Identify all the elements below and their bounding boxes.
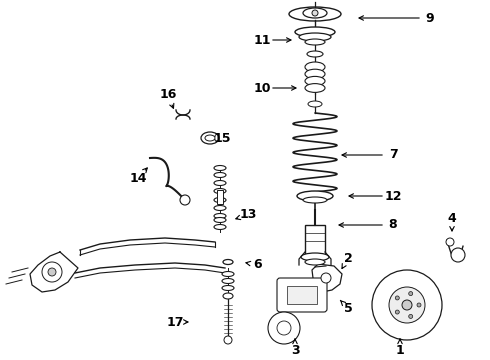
Text: 1: 1 bbox=[395, 343, 404, 356]
Ellipse shape bbox=[222, 271, 234, 276]
Ellipse shape bbox=[42, 262, 62, 282]
Ellipse shape bbox=[372, 270, 442, 340]
Ellipse shape bbox=[214, 225, 226, 230]
Ellipse shape bbox=[305, 69, 325, 79]
Ellipse shape bbox=[214, 189, 226, 194]
Text: 14: 14 bbox=[129, 171, 147, 184]
Ellipse shape bbox=[295, 27, 335, 37]
Ellipse shape bbox=[214, 217, 226, 222]
Ellipse shape bbox=[201, 132, 219, 144]
Bar bbox=[305, 225, 325, 257]
Ellipse shape bbox=[214, 206, 226, 211]
Text: 5: 5 bbox=[343, 302, 352, 315]
Ellipse shape bbox=[446, 238, 454, 246]
Ellipse shape bbox=[389, 287, 425, 323]
Text: 9: 9 bbox=[426, 12, 434, 24]
Ellipse shape bbox=[409, 292, 413, 296]
Bar bbox=[217, 190, 223, 204]
Ellipse shape bbox=[180, 195, 190, 205]
Ellipse shape bbox=[409, 314, 413, 318]
Text: 11: 11 bbox=[253, 33, 271, 46]
Ellipse shape bbox=[307, 51, 323, 57]
Text: 10: 10 bbox=[253, 81, 271, 94]
Text: 16: 16 bbox=[159, 89, 177, 102]
Ellipse shape bbox=[321, 273, 331, 283]
Ellipse shape bbox=[308, 101, 322, 107]
Ellipse shape bbox=[222, 285, 234, 291]
Ellipse shape bbox=[268, 312, 300, 344]
Ellipse shape bbox=[214, 166, 226, 171]
Ellipse shape bbox=[299, 33, 331, 41]
Ellipse shape bbox=[305, 76, 325, 86]
Text: 2: 2 bbox=[343, 252, 352, 265]
Text: 7: 7 bbox=[389, 148, 397, 162]
Ellipse shape bbox=[451, 248, 465, 262]
Ellipse shape bbox=[297, 191, 333, 201]
Ellipse shape bbox=[305, 39, 325, 45]
Text: 13: 13 bbox=[239, 208, 257, 221]
Ellipse shape bbox=[312, 10, 318, 16]
Text: 3: 3 bbox=[291, 343, 299, 356]
Bar bbox=[287, 286, 317, 304]
Ellipse shape bbox=[48, 268, 56, 276]
FancyBboxPatch shape bbox=[277, 278, 327, 312]
Ellipse shape bbox=[223, 293, 233, 299]
Ellipse shape bbox=[395, 296, 399, 300]
Text: 8: 8 bbox=[389, 219, 397, 231]
Ellipse shape bbox=[305, 259, 325, 265]
Ellipse shape bbox=[417, 303, 421, 307]
Ellipse shape bbox=[214, 180, 226, 185]
Text: 6: 6 bbox=[254, 258, 262, 271]
Text: 17: 17 bbox=[166, 315, 184, 328]
Ellipse shape bbox=[395, 310, 399, 314]
Ellipse shape bbox=[303, 8, 327, 18]
Ellipse shape bbox=[214, 213, 226, 219]
Ellipse shape bbox=[224, 336, 232, 344]
Text: 4: 4 bbox=[448, 211, 456, 225]
Ellipse shape bbox=[214, 172, 226, 177]
Ellipse shape bbox=[223, 260, 233, 265]
Ellipse shape bbox=[303, 197, 327, 203]
Text: 15: 15 bbox=[213, 131, 231, 144]
Ellipse shape bbox=[214, 198, 226, 202]
Text: 12: 12 bbox=[384, 189, 402, 202]
Ellipse shape bbox=[289, 7, 341, 21]
Ellipse shape bbox=[305, 84, 325, 93]
Ellipse shape bbox=[205, 135, 215, 141]
Ellipse shape bbox=[277, 321, 291, 335]
Ellipse shape bbox=[402, 300, 412, 310]
Ellipse shape bbox=[222, 279, 234, 284]
Ellipse shape bbox=[305, 62, 325, 72]
Ellipse shape bbox=[301, 253, 329, 261]
